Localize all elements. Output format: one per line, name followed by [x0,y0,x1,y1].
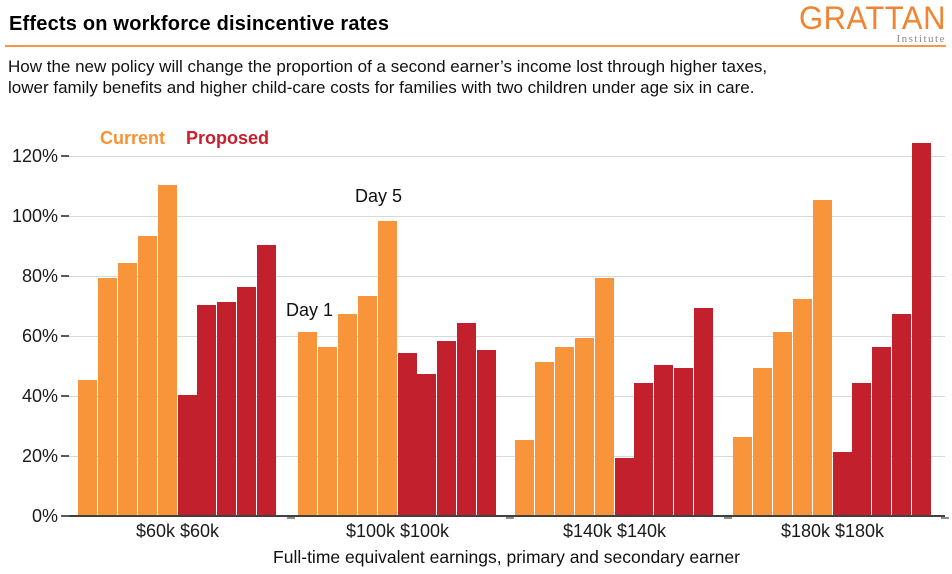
bar-current-group4-day3 [773,332,792,515]
subtitle-line-1: How the new policy will change the propo… [8,57,768,76]
y-axis-tick [61,455,69,457]
bar-proposed-group3-day5 [694,308,713,515]
bar-proposed-group4-day4 [892,314,911,515]
title-divider [5,45,946,47]
bar-proposed-group4-day5 [912,143,931,515]
y-axis-tick [61,515,69,517]
bar-current-group2-day3 [338,314,357,515]
y-axis-label-100: 100% [11,206,58,226]
x-axis-label-group2: $100k $100k [345,521,450,541]
bar-current-group1-day5 [158,185,177,515]
chart-subtitle: How the new policy will change the propo… [8,56,767,98]
y-axis-tick [61,215,69,217]
bar-current-group3-day1 [515,440,534,515]
bar-proposed-group4-day2 [852,383,871,515]
bar-proposed-group4-day3 [872,347,891,515]
annotation-day-5: Day 5 [355,186,403,206]
y-axis-label-80: 80% [21,266,58,286]
x-axis-tick [506,517,514,519]
bar-current-group1-day4 [138,236,157,515]
gridline-60 [68,336,945,337]
gridline-120 [68,156,945,157]
bar-current-group4-day2 [753,368,772,515]
bar-current-group2-day1 [298,332,317,515]
bar-proposed-group3-day2 [634,383,653,515]
y-axis-tick [61,335,69,337]
gridline-80 [68,276,945,277]
bar-proposed-group2-day5 [477,350,496,515]
x-axis-tick [724,517,732,519]
legend-item-proposed: Proposed [186,128,270,148]
bar-proposed-group2-day3 [437,341,456,515]
bar-current-group4-day4 [793,299,812,515]
bar-current-group1-day1 [78,380,97,515]
bar-current-group1-day2 [98,278,117,515]
y-axis-tick [61,275,69,277]
y-axis-label-60: 60% [21,326,58,346]
legend-item-current: Current [100,128,166,148]
subtitle-line-2: lower family benefits and higher child-c… [8,78,755,97]
bar-current-group3-day5 [595,278,614,515]
y-axis-label-120: 120% [11,146,58,166]
x-axis-tick [941,517,949,519]
grattan-logo-wordmark: GRATTAN [798,0,946,37]
y-axis-tick [61,395,69,397]
y-axis-label-20: 20% [21,446,58,466]
bar-proposed-group1-day3 [217,302,236,515]
bar-current-group3-day2 [535,362,554,515]
x-axis-label-group1: $60k $60k [135,521,220,541]
bar-proposed-group1-day2 [197,305,216,515]
x-axis-label-group4: $180k $180k [780,521,885,541]
gridline-40 [68,396,945,397]
y-axis-label-40: 40% [21,386,58,406]
bar-proposed-group1-day5 [257,245,276,515]
x-axis-label-group3: $140k $140k [562,521,667,541]
bar-proposed-group4-day1 [833,452,852,515]
x-axis-tick [287,517,295,519]
bar-proposed-group1-day1 [178,395,197,515]
bar-proposed-group3-day1 [615,458,634,515]
bar-current-group2-day2 [318,347,337,515]
bar-proposed-group2-day2 [417,374,436,515]
grattan-logo: GRATTAN Institute [798,0,946,45]
gridline-100 [68,216,945,217]
bar-proposed-group2-day4 [457,323,476,515]
bar-current-group3-day3 [555,347,574,515]
gridline-20 [68,456,945,457]
grattan-logo-institute: Institute [896,33,946,45]
y-axis-label-0: 0% [31,506,58,526]
bar-current-group2-day5 [378,221,397,515]
bar-proposed-group3-day3 [654,365,673,515]
annotation-day-1: Day 1 [286,300,334,320]
bar-current-group1-day3 [118,263,137,515]
bar-current-group4-day1 [733,437,752,515]
bar-current-group4-day5 [813,200,832,515]
y-axis-tick [61,155,69,157]
bar-proposed-group3-day4 [674,368,693,515]
bar-current-group3-day4 [575,338,594,515]
bar-proposed-group1-day4 [237,287,256,515]
bar-current-group2-day4 [358,296,377,515]
x-axis-title: Full-time equivalent earnings, primary a… [273,547,740,567]
x-axis-line [68,515,945,517]
page-title: Effects on workforce disincentive rates [9,13,390,35]
bar-proposed-group2-day1 [398,353,417,515]
